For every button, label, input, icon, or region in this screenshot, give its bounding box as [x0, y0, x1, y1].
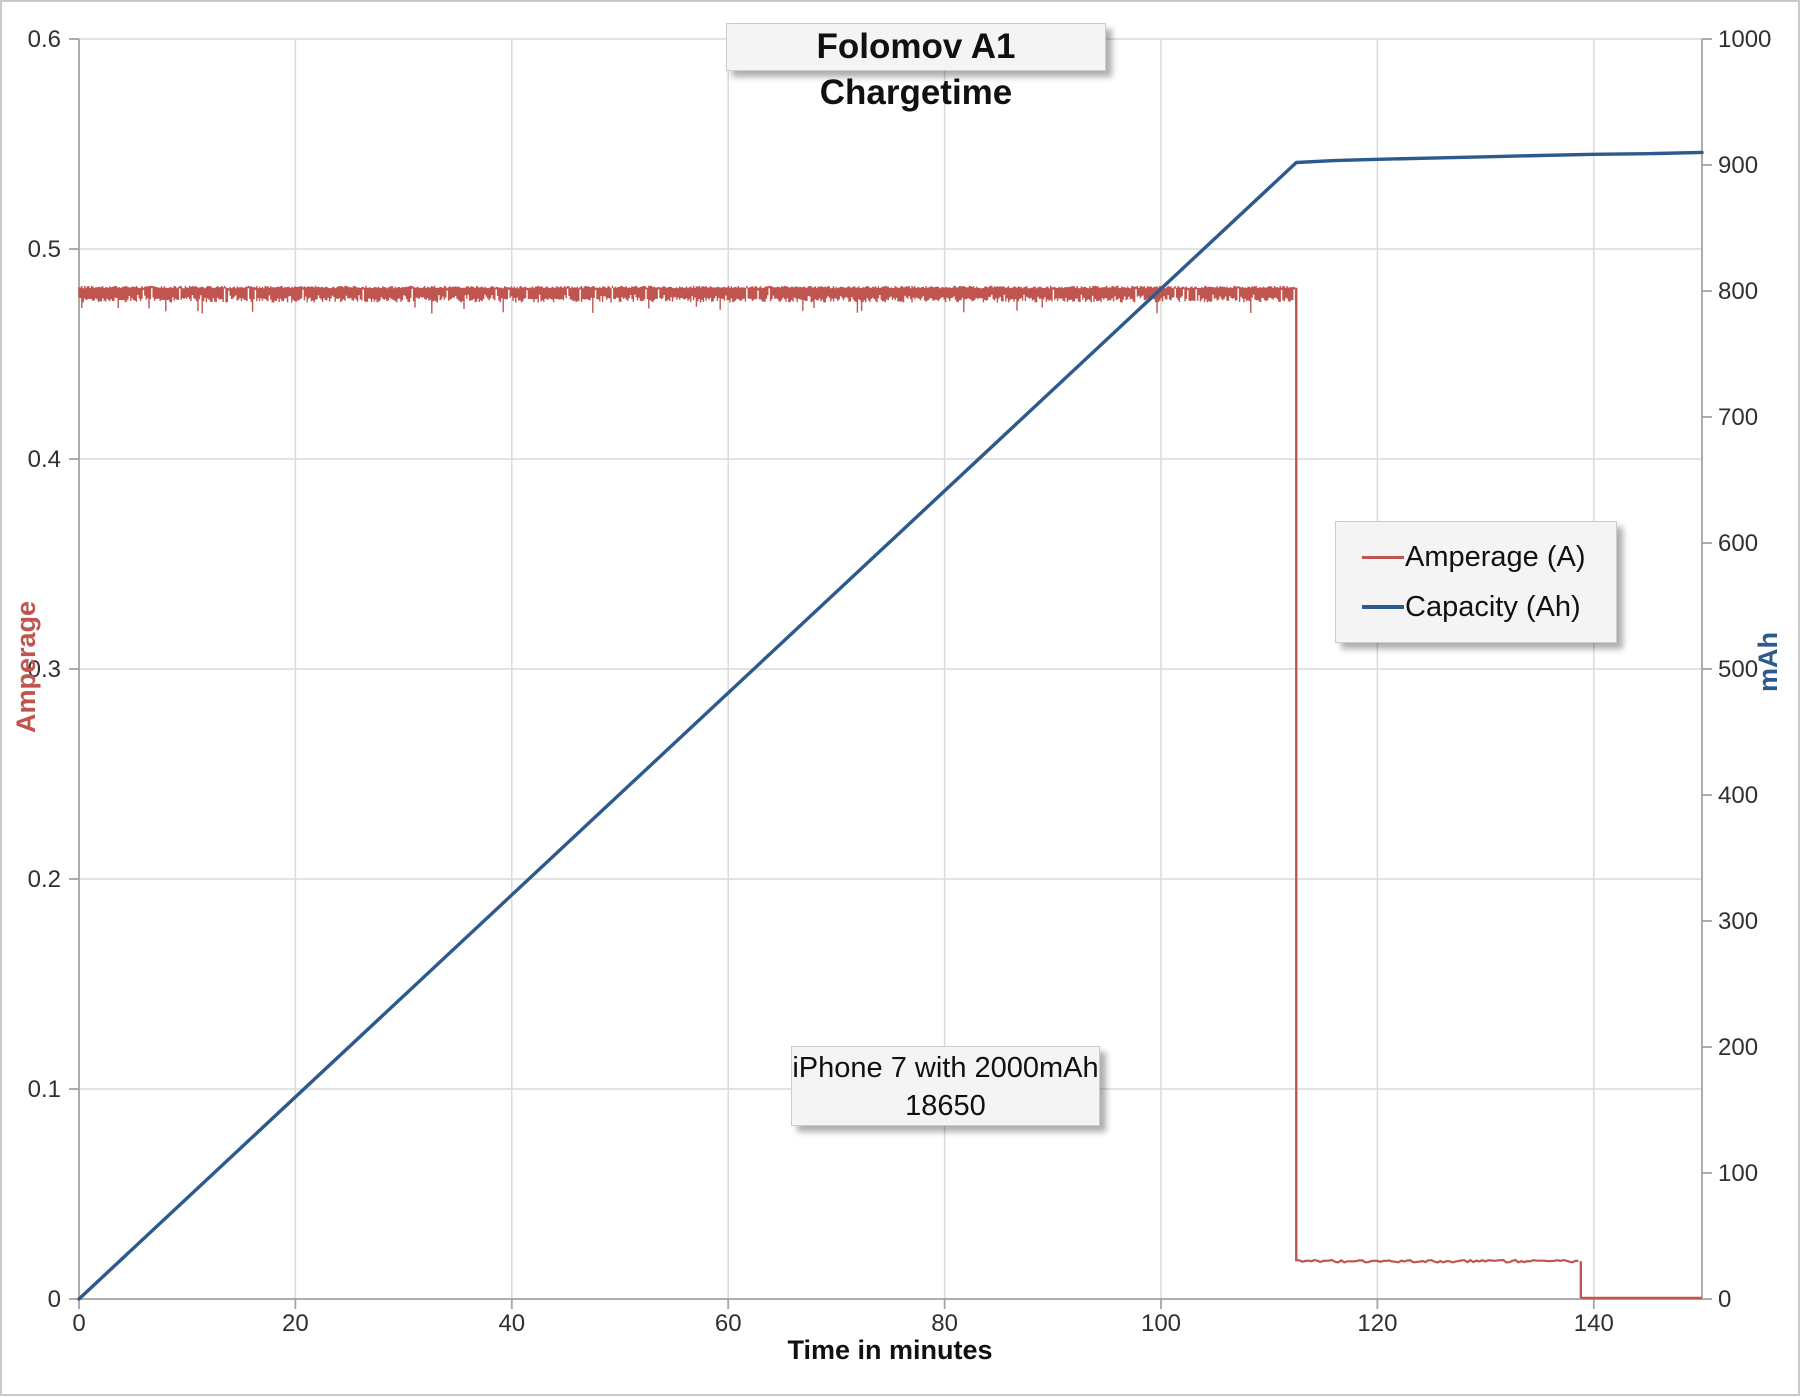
left-axis-title: Amperage — [11, 600, 41, 734]
svg-text:300: 300 — [1718, 908, 1758, 935]
svg-text:400: 400 — [1718, 782, 1758, 809]
svg-text:120: 120 — [1357, 1310, 1397, 1337]
capacity-line-swatch — [1362, 605, 1404, 609]
svg-text:0.5: 0.5 — [28, 236, 61, 263]
capacity-series — [77, 150, 1704, 1301]
chart-title: Folomov A1 Chargetime — [726, 23, 1106, 112]
svg-text:200: 200 — [1718, 1034, 1758, 1061]
svg-text:60: 60 — [715, 1310, 742, 1337]
svg-text:100: 100 — [1141, 1310, 1181, 1337]
right-axis-title: mAh — [1753, 632, 1783, 692]
svg-text:900: 900 — [1718, 152, 1758, 179]
svg-text:40: 40 — [498, 1310, 525, 1337]
annotation-box: iPhone 7 with 2000mAh 18650 — [791, 1046, 1100, 1126]
x-axis-title: Time in minutes — [787, 1335, 993, 1365]
svg-text:20: 20 — [282, 1310, 309, 1337]
svg-text:0.6: 0.6 — [28, 26, 61, 53]
svg-text:500: 500 — [1718, 656, 1758, 683]
svg-text:0.1: 0.1 — [28, 1076, 61, 1103]
legend-item-capacity: Capacity (Ah) — [1362, 591, 1616, 624]
amperage-line-swatch — [1362, 555, 1404, 559]
svg-text:0: 0 — [1718, 1286, 1731, 1313]
svg-text:80: 80 — [931, 1310, 958, 1337]
svg-text:1000: 1000 — [1718, 26, 1771, 53]
svg-text:0: 0 — [72, 1310, 85, 1337]
svg-text:0.3: 0.3 — [28, 656, 61, 683]
tick-labels: 00.10.20.30.40.50.6010020030040050060070… — [28, 26, 1772, 1337]
svg-text:0.4: 0.4 — [28, 446, 61, 473]
legend-label-capacity: Capacity (Ah) — [1405, 590, 1581, 623]
amperage-series — [78, 285, 1702, 1300]
axes — [69, 38, 1712, 1309]
svg-text:800: 800 — [1718, 278, 1758, 305]
legend-item-amperage: Amperage (A) — [1362, 541, 1616, 574]
legend: Amperage (A) Capacity (Ah) — [1335, 521, 1617, 643]
annotation-line-2: 18650 — [905, 1090, 986, 1122]
svg-text:100: 100 — [1718, 1160, 1758, 1187]
svg-text:0.2: 0.2 — [28, 866, 61, 893]
svg-text:0: 0 — [48, 1286, 61, 1313]
svg-text:600: 600 — [1718, 530, 1758, 557]
annotation-line-1: iPhone 7 with 2000mAh — [792, 1052, 1099, 1084]
chart-title-text: Folomov A1 Chargetime — [816, 27, 1016, 112]
svg-text:140: 140 — [1574, 1310, 1614, 1337]
svg-text:700: 700 — [1718, 404, 1758, 431]
legend-label-amperage: Amperage (A) — [1405, 540, 1586, 573]
